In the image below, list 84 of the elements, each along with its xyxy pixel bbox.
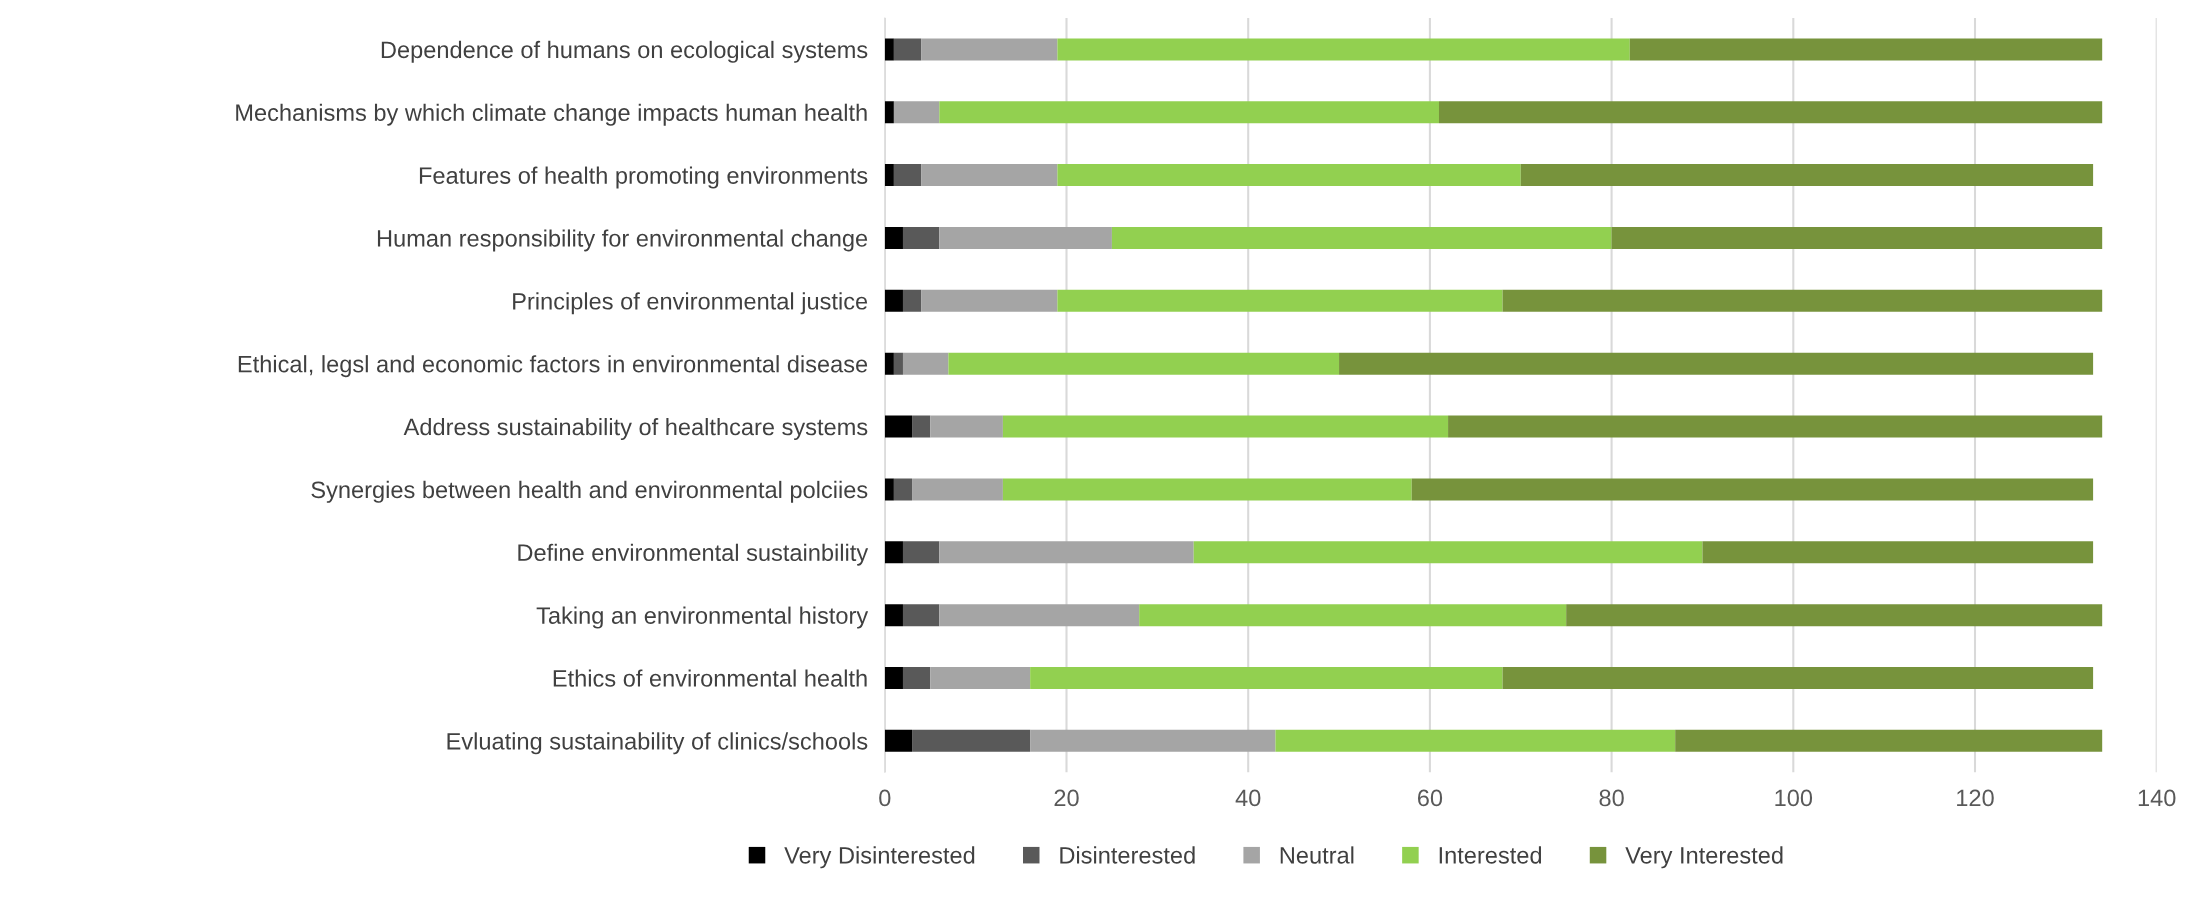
bar (912, 729, 1031, 752)
bar (902, 541, 940, 564)
bar (884, 38, 894, 61)
x-tick-label: 100 (1775, 789, 1813, 807)
x-tick-label: 60 (1417, 789, 1443, 807)
bar (1629, 38, 2103, 61)
bar (939, 604, 1140, 627)
x-tick-label: 40 (1235, 789, 1261, 807)
bar (1448, 415, 2103, 438)
y-tick-label: Mechanisms by which climate change impacts human health (236, 103, 867, 126)
y-tick-label: Principles of environmental justice (513, 292, 868, 315)
bar (1111, 226, 1612, 249)
bar (1611, 226, 2103, 249)
legend-label: Interested (1439, 846, 1542, 864)
bar (902, 666, 931, 689)
bar (893, 38, 922, 61)
bar (1139, 604, 1567, 627)
bar (1675, 729, 2103, 752)
bar (884, 478, 894, 501)
y-tick-label: Synergies between health and environmental polciies (311, 480, 868, 503)
bar (1030, 729, 1276, 752)
bar (1057, 164, 1521, 187)
y-tick-label: Define environmental sustainbility (518, 543, 869, 566)
bar (884, 101, 894, 124)
bar (884, 289, 903, 312)
bar (1502, 666, 2094, 689)
x-tick-label: 140 (2138, 789, 2176, 807)
y-tick-label: Features of health promoting environments (419, 166, 868, 189)
bar (921, 38, 1058, 61)
bar (1339, 352, 2094, 375)
bar (1057, 289, 1503, 312)
bar (902, 352, 949, 375)
y-tick-label: Ethics of environmental health (553, 669, 867, 687)
bar (1057, 38, 1630, 61)
bar (902, 604, 940, 627)
bar (884, 729, 913, 752)
bar (902, 289, 922, 312)
x-tick-label: 80 (1599, 789, 1624, 807)
bar (893, 164, 922, 187)
bar (939, 101, 1439, 124)
y-tick-label: Ethical, legsl and economic factors in environmental disease (238, 355, 868, 378)
bar (1566, 604, 2103, 627)
bar (884, 604, 903, 627)
bar (1411, 478, 2094, 501)
y-tick-label: Human responsibility for environmental change (377, 229, 868, 252)
legend-label: Very Disinterested (784, 846, 975, 869)
legend-label: Neutral (1280, 846, 1354, 864)
y-tick-label: Taking an environmental history (536, 606, 869, 629)
bar (921, 164, 1058, 187)
bar (884, 666, 903, 689)
y-tick-label: Address sustainability of healthcare systems (403, 417, 868, 440)
bar (912, 478, 1003, 501)
bar (1002, 478, 1412, 501)
bar (930, 415, 1003, 438)
y-tick-label: Evluating sustainability of clinics/schools (447, 732, 868, 755)
bar (884, 541, 903, 564)
bar (893, 478, 913, 501)
bar (939, 541, 1194, 564)
bar (884, 415, 913, 438)
x-tick-label: 120 (1957, 789, 1994, 807)
bar (930, 666, 1031, 689)
bar (1520, 164, 2094, 187)
bar (884, 352, 894, 375)
x-tick-label: 20 (1054, 789, 1079, 807)
legend-label: Very Interested (1625, 846, 1783, 869)
bar (912, 415, 931, 438)
bar (1002, 415, 1449, 438)
bar (1502, 289, 2103, 312)
bar (1275, 729, 1676, 752)
x-tick-label: 0 (879, 789, 891, 807)
bar (1702, 541, 2094, 564)
bar (902, 226, 940, 249)
bar (1438, 101, 2103, 124)
bar (939, 226, 1112, 249)
bar (893, 352, 903, 375)
legend-label: Disinterested (1060, 846, 1195, 864)
bar (921, 289, 1058, 312)
bar (948, 352, 1340, 375)
bar (1030, 666, 1503, 689)
bar (893, 101, 940, 124)
y-tick-label: Dependence of humans on ecological systems (381, 40, 868, 63)
bar (884, 226, 903, 249)
bar (1193, 541, 1703, 564)
bar (884, 164, 894, 187)
